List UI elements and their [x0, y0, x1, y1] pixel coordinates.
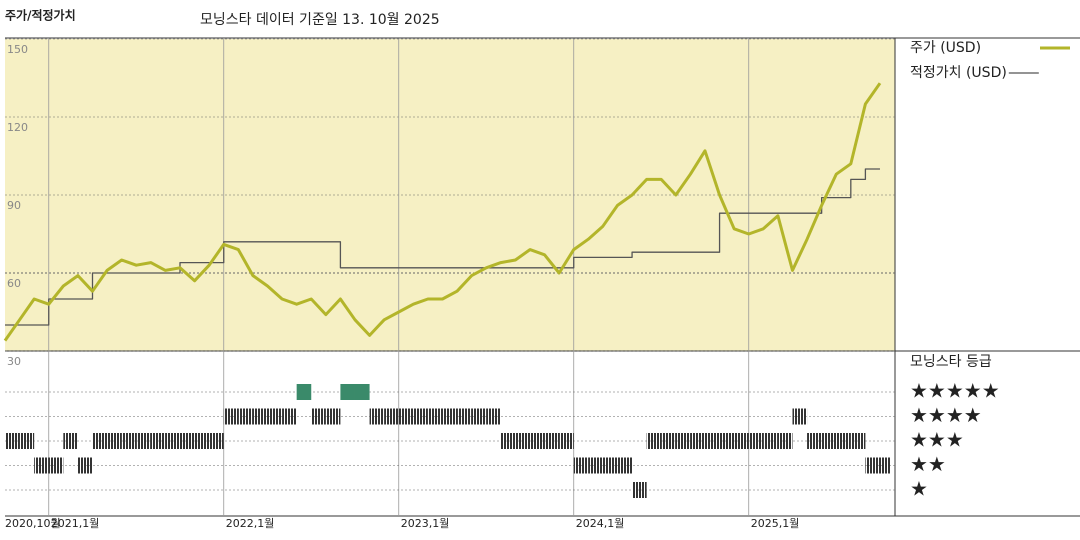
- chart-title: 주가/적정가치: [5, 8, 76, 23]
- x-tick-label: 2025,1월: [751, 517, 800, 530]
- rating-bar: [661, 433, 676, 449]
- rating-bar: [588, 457, 603, 474]
- rating-bar: [529, 433, 545, 449]
- y-tick-label: 150: [7, 43, 28, 56]
- rating-bar: [107, 433, 122, 449]
- rating-bar: [850, 433, 866, 449]
- rating-label: ★★★★★: [910, 379, 1000, 403]
- rating-bar: [719, 433, 735, 449]
- rating-bar: [223, 408, 239, 425]
- legend-label: 적정가치 (USD): [910, 65, 1007, 81]
- rating-bar: [48, 457, 64, 474]
- rating-bar: [19, 433, 35, 449]
- rating-bar: [354, 384, 370, 400]
- chart-subtitle: 모닝스타 데이터 기준일 13. 10월 2025: [200, 12, 440, 28]
- rating-bar: [77, 457, 93, 474]
- rating-bar: [63, 433, 78, 449]
- rating-bar: [471, 408, 487, 425]
- rating-bar: [704, 433, 720, 449]
- rating-bar: [311, 408, 326, 425]
- rating-bar: [821, 433, 837, 449]
- rating-bar: [646, 433, 662, 449]
- rating-bar: [325, 408, 341, 425]
- rating-bar: [675, 433, 691, 449]
- x-tick-label: 2023,1월: [401, 517, 450, 530]
- rating-bar: [296, 384, 312, 400]
- x-tick-label: 2020,10월: [5, 517, 61, 530]
- y-tick-label: 90: [7, 199, 21, 212]
- rating-label: ★: [910, 477, 928, 501]
- rating-bar: [282, 408, 297, 425]
- rating-label: ★★★: [910, 428, 964, 452]
- rating-bar: [267, 408, 283, 425]
- rating-bar: [150, 433, 166, 449]
- rating-label: ★★: [910, 452, 946, 476]
- rating-bar: [792, 408, 808, 425]
- rating-bar: [617, 457, 633, 474]
- rating-bar: [865, 457, 880, 474]
- rating-bar: [398, 408, 414, 425]
- rating-bar: [777, 433, 793, 449]
- rating-bar: [515, 433, 530, 449]
- rating-bar: [92, 433, 108, 449]
- rating-bar: [238, 408, 253, 425]
- legend-label: 주가 (USD): [910, 40, 981, 56]
- rating-bar: [500, 433, 516, 449]
- rating-bar: [763, 433, 778, 449]
- rating-bar: [690, 433, 705, 449]
- rating-bar: [252, 408, 268, 425]
- y-tick-label: 120: [7, 121, 28, 134]
- rating-bar: [194, 433, 210, 449]
- rating-bar: [457, 408, 472, 425]
- rating-bar: [734, 433, 749, 449]
- rating-bar: [5, 433, 20, 449]
- rating-bar: [413, 408, 428, 425]
- rating-bar: [179, 433, 195, 449]
- rating-bar: [559, 433, 574, 449]
- x-tick-label: 2021,1월: [51, 517, 100, 530]
- rating-bar: [602, 457, 618, 474]
- y-tick-label: 60: [7, 277, 21, 290]
- series-line: [3, 82, 882, 342]
- rating-bar: [836, 433, 851, 449]
- rating-bar: [165, 433, 180, 449]
- x-tick-label: 2022,1월: [226, 517, 275, 530]
- rating-bar: [34, 457, 49, 474]
- rating-title: 모닝스타 등급: [910, 354, 992, 370]
- rating-bar: [879, 457, 890, 474]
- rating-bar: [136, 433, 151, 449]
- rating-bar: [486, 408, 501, 425]
- rating-bar: [807, 433, 822, 449]
- rating-bar: [573, 457, 589, 474]
- rating-bar: [748, 433, 764, 449]
- series-line: [5, 168, 880, 326]
- rating-bar: [384, 408, 399, 425]
- rating-bar: [632, 482, 647, 498]
- rating-bar: [369, 408, 385, 425]
- rating-bar: [427, 408, 443, 425]
- rating-bar: [121, 433, 137, 449]
- rating-bar: [544, 433, 560, 449]
- rating-bar: [209, 433, 224, 449]
- rating-bar: [340, 384, 355, 400]
- x-tick-label: 2024,1월: [576, 517, 625, 530]
- rating-label: ★★★★: [910, 403, 982, 427]
- rating-bar: [442, 408, 458, 425]
- y-tick-label: 30: [7, 355, 21, 368]
